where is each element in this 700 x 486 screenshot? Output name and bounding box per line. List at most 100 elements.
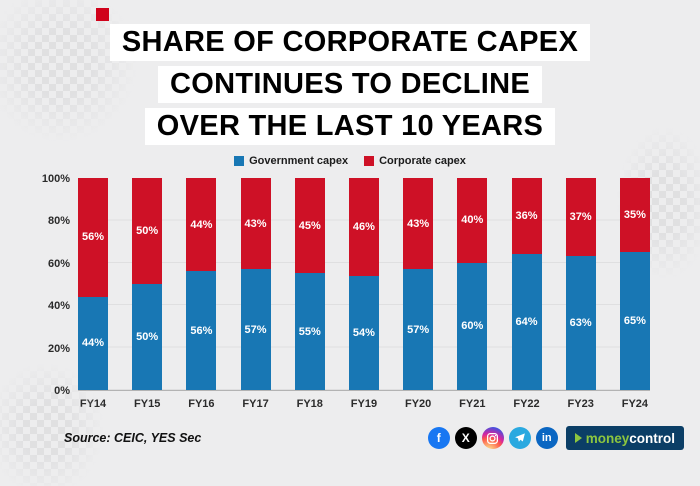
plot-area: 56% 44% 50% 50% 44% 56% 43% 57% 45% 55% 46% 54% 43% 5… <box>78 178 650 410</box>
bar-fy14: 56% 44% <box>78 178 108 390</box>
bar-value-label: 56% <box>190 324 213 337</box>
y-tick-label: 0% <box>54 385 70 397</box>
government-segment: 60% <box>457 262 488 390</box>
y-axis: 0% 20% 40% 60% 80% 100% <box>26 173 78 397</box>
x-tick-label: FY21 <box>459 398 486 410</box>
legend-swatch-corporate <box>364 156 375 166</box>
social-footer: f X in money control <box>427 426 684 450</box>
government-segment: 50% <box>132 284 163 390</box>
legend-swatch-government <box>234 156 245 166</box>
chart-legend: Government capex Corporate capex <box>0 155 700 167</box>
legend-item-government: Government capex <box>234 155 348 167</box>
bar-fy17: 43% 57% <box>240 178 271 390</box>
decor-checker-top-left <box>0 0 136 141</box>
x-tick-label: FY23 <box>567 398 594 410</box>
bar-fy19: 46% 54% <box>348 178 379 390</box>
y-tick-label: 20% <box>47 342 70 355</box>
government-segment: 55% <box>294 273 325 390</box>
facebook-icon[interactable]: f <box>427 427 450 449</box>
bar-value-label: 54% <box>352 326 375 339</box>
government-segment: 44% <box>78 296 108 390</box>
y-tick-label: 60% <box>47 257 70 270</box>
government-segment: 57% <box>240 269 271 390</box>
title-line-1: SHARE OF CORPORATE CAPEX <box>109 24 591 61</box>
corporate-segment: 50% <box>132 178 163 284</box>
bar-value-label: 64% <box>515 316 538 329</box>
y-tick-label: 80% <box>47 215 70 228</box>
corporate-segment: 35% <box>619 178 650 253</box>
bar-value-label: 37% <box>569 211 592 224</box>
corporate-segment: 56% <box>78 178 108 297</box>
stacked-bar-chart: 0% 20% 40% 60% 80% 100% 56% 44% 50% 50% 44% 56% 43%… <box>26 173 700 410</box>
x-tick-label: FY19 <box>350 398 378 410</box>
bar-fy16: 44% 56% <box>186 178 217 390</box>
legend-item-corporate: Corporate capex <box>364 155 466 167</box>
government-segment: 65% <box>619 252 650 390</box>
bar-fy23: 37% 63% <box>565 178 596 390</box>
corporate-segment: 45% <box>294 178 325 274</box>
bar-value-label: 35% <box>623 209 646 222</box>
government-segment: 56% <box>186 271 217 390</box>
bar-value-label: 40% <box>461 214 484 227</box>
bar-value-label: 65% <box>623 315 646 328</box>
bar-fy22: 36% 64% <box>511 178 542 390</box>
corporate-segment: 37% <box>565 178 596 257</box>
moneycontrol-logo[interactable]: money control <box>565 426 684 450</box>
bar-value-label: 57% <box>244 323 267 336</box>
instagram-icon[interactable] <box>481 427 504 449</box>
government-segment: 64% <box>511 254 542 390</box>
title-line-2: CONTINUES TO DECLINE <box>158 66 542 103</box>
chart-title: SHARE OF CORPORATE CAPEX CONTINUES TO DE… <box>0 0 700 145</box>
bar-fy20: 43% 57% <box>403 178 434 390</box>
bar-fy21: 40% 60% <box>457 178 488 390</box>
bar-value-label: 55% <box>298 325 321 338</box>
bar-value-label: 56% <box>81 231 105 244</box>
title-line-3: OVER THE LAST 10 YEARS <box>144 108 556 145</box>
legend-label-government: Government capex <box>249 155 349 167</box>
x-twitter-icon[interactable]: X <box>454 427 477 449</box>
x-tick-label: FY17 <box>242 398 269 410</box>
source-note: Source: CEIC, YES Sec <box>64 431 202 445</box>
bar-value-label: 45% <box>298 219 321 232</box>
corporate-segment: 46% <box>348 178 379 276</box>
bar-value-label: 60% <box>461 320 484 333</box>
legend-label-corporate: Corporate capex <box>379 155 466 167</box>
x-tick-label: FY16 <box>188 398 215 410</box>
government-segment: 54% <box>348 275 379 390</box>
bar-value-label: 50% <box>136 331 159 343</box>
corporate-segment: 40% <box>457 178 488 263</box>
moneycontrol-brand-control: control <box>629 430 675 446</box>
x-tick-label: FY20 <box>404 398 432 410</box>
bar-fy18: 45% 55% <box>294 178 325 390</box>
x-tick-label: FY24 <box>621 398 649 410</box>
bar-value-label: 46% <box>352 220 375 233</box>
y-tick-label: 40% <box>47 300 70 313</box>
bar-value-label: 57% <box>407 323 430 336</box>
bar-value-label: 63% <box>569 317 592 330</box>
bar-value-label: 50% <box>136 225 159 237</box>
corporate-segment: 43% <box>240 178 271 270</box>
bar-fy24: 35% 65% <box>619 178 650 390</box>
bar-value-label: 36% <box>515 210 538 223</box>
x-axis: FY14FY15FY16FY17FY18FY19FY20FY21FY22FY23… <box>78 398 650 410</box>
bar-value-label: 44% <box>190 218 213 231</box>
y-tick-label: 100% <box>41 173 70 185</box>
corporate-segment: 36% <box>511 178 542 255</box>
government-segment: 57% <box>403 269 434 390</box>
x-tick-label: FY15 <box>134 398 161 410</box>
telegram-icon[interactable] <box>508 427 531 449</box>
bars-area: 56% 44% 50% 50% 44% 56% 43% 57% 45% 55% 46% 54% 43% 5… <box>78 178 650 391</box>
bar-value-label: 43% <box>244 217 267 230</box>
linkedin-icon[interactable]: in <box>535 427 558 449</box>
moneycontrol-brand-money: money <box>585 430 630 446</box>
bar-fy15: 50% 50% <box>132 178 163 390</box>
corporate-segment: 43% <box>403 178 434 270</box>
moneycontrol-arrow-icon <box>574 433 582 443</box>
bar-value-label: 44% <box>81 337 105 350</box>
x-tick-label: FY22 <box>513 398 540 410</box>
government-segment: 63% <box>565 256 596 390</box>
corporate-segment: 44% <box>186 178 217 272</box>
decor-red-square <box>96 8 109 21</box>
bar-value-label: 43% <box>407 217 430 230</box>
